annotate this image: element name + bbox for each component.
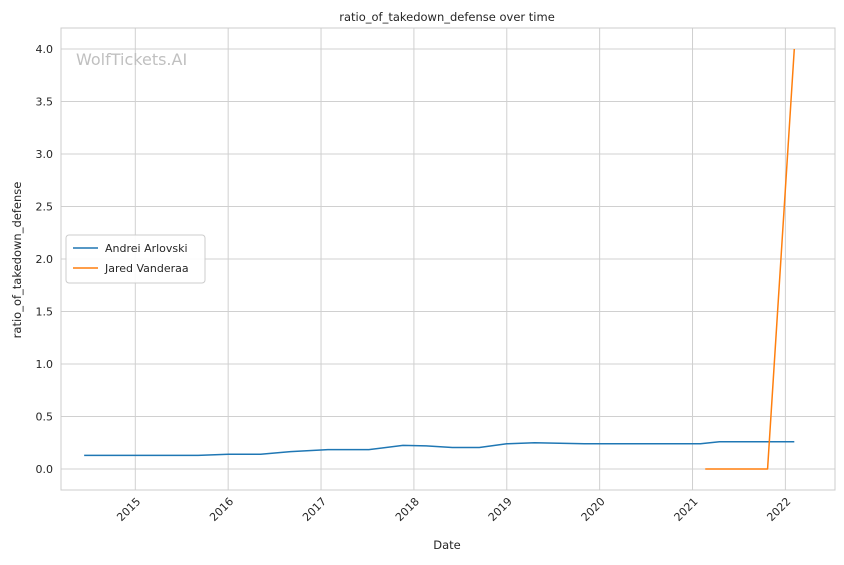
series-line-jared-vanderaa: [705, 48, 796, 470]
legend-label-jared-vanderaa: Jared Vanderaa: [104, 262, 189, 275]
plot-frame: [60, 27, 836, 491]
chart-title: ratio_of_takedown_defense over time: [339, 10, 555, 24]
y-axis-title: ratio_of_takedown_defense: [10, 182, 24, 339]
y-tick-label: 4.0: [36, 43, 54, 56]
series-lines: [84, 48, 796, 470]
series-line-andrei-arlovski: [84, 440, 795, 457]
y-tick-label: 0.5: [36, 411, 54, 424]
watermark-text: WolfTickets.AI: [76, 50, 187, 69]
y-tick-label: 0.0: [36, 463, 54, 476]
y-tick-label: 2.5: [36, 201, 54, 214]
y-tick-label: 3.0: [36, 148, 54, 161]
y-tick-label: 1.5: [36, 306, 54, 319]
legend-label-andrei-arlovski: Andrei Arlovski: [105, 242, 188, 255]
y-tick-label: 1.0: [36, 358, 54, 371]
legend-box: [65, 234, 206, 284]
y-tick-label: 3.5: [36, 96, 54, 109]
legend: Andrei Arlovski Jared Vanderaa: [65, 234, 206, 284]
x-axis-title: Date: [433, 538, 461, 552]
y-tick-label: 2.0: [36, 253, 54, 266]
